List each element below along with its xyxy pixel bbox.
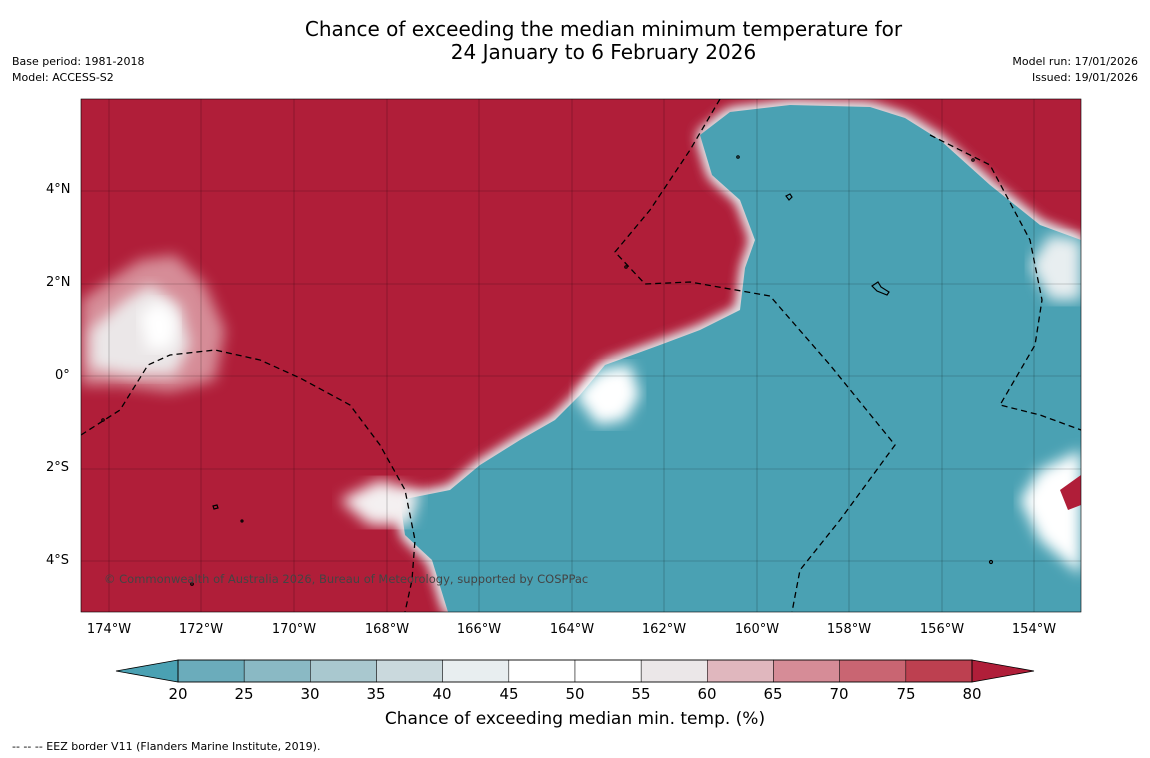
issued-date: Issued: 19/01/2026 [1031, 71, 1138, 84]
lon-label: 174°W [86, 622, 132, 637]
neutral-tongue [340, 480, 420, 525]
lat-label: 2°S [46, 460, 70, 475]
lat-label: 4°N [46, 182, 71, 197]
eez-borders [81, 99, 1081, 612]
colorbar-cell [839, 659, 907, 683]
colorbar-cell [640, 659, 708, 683]
lon-label: 162°W [641, 622, 687, 637]
eez-legend: -- -- -- EEZ border V11 (Flanders Marine… [12, 740, 321, 753]
colorbar-tick: 60 [697, 685, 717, 703]
lon-label: 172°W [178, 622, 224, 637]
colorbar-tick: 75 [896, 685, 916, 703]
base-period: Base period: 1981-2018 [12, 55, 145, 68]
warm-patch [1060, 475, 1081, 510]
colorbar-tick: 55 [631, 685, 651, 703]
colorbar-cell [310, 659, 377, 683]
colorbar-tick: 20 [168, 685, 188, 703]
colorbar-tick: 30 [300, 685, 320, 703]
neutral-patch [1030, 235, 1081, 300]
colorbar-cell [508, 659, 576, 683]
lon-label: 164°W [549, 622, 595, 637]
colorbar-tick: 50 [565, 685, 585, 703]
copyright-notice: © Commonwealth of Australia 2026, Bureau… [104, 572, 589, 586]
colorbar-cell [773, 659, 840, 683]
lat-label: 2°N [46, 275, 71, 290]
colorbar-frame [177, 659, 973, 683]
lat-label: 0° [55, 368, 70, 383]
model-run: Model run: 17/01/2026 [1012, 55, 1138, 68]
neutral-patch [1020, 450, 1081, 575]
colorbar-tick: 70 [829, 685, 849, 703]
colorbar-cell [177, 659, 245, 683]
model-name: Model: ACCESS-S2 [12, 71, 114, 84]
colorbar-extend-high [971, 659, 1035, 683]
colorbar-cell [707, 659, 774, 683]
colorbar-label: Chance of exceeding median min. temp. (%… [384, 709, 766, 729]
lon-label: 166°W [456, 622, 502, 637]
meta-left: Base period: 1981-2018 Model: ACCESS-S2 [12, 54, 144, 86]
colorbar-extend-low [115, 659, 179, 683]
lat-label: 4°S [46, 553, 70, 568]
colorbar [115, 659, 1035, 683]
colorbar-tick: 25 [234, 685, 254, 703]
neutral-blob [140, 300, 178, 350]
lon-label: 160°W [734, 622, 780, 637]
colorbar-tick: 35 [366, 685, 386, 703]
map-frame [80, 98, 1082, 613]
colorbar-tick: 45 [499, 685, 519, 703]
colorbar-cell [243, 659, 311, 683]
lon-label: 154°W [1011, 622, 1057, 637]
islands [101, 155, 994, 586]
neutral-tongue [575, 365, 640, 425]
colorbar-cell [442, 659, 510, 683]
colorbar-cell [574, 659, 642, 683]
map-title: Chance of exceeding the median minimum t… [0, 18, 1150, 64]
meta-right: Model run: 17/01/2026 Issued: 19/01/2026 [1012, 54, 1138, 86]
colorbar-tick: 80 [962, 685, 982, 703]
lon-label: 168°W [364, 622, 410, 637]
lon-label: 170°W [271, 622, 317, 637]
cool-region [400, 105, 1081, 612]
colorbar-tick: 40 [432, 685, 452, 703]
title-line-1: Chance of exceeding the median minimum t… [304, 17, 903, 41]
forecast-map [80, 98, 1082, 613]
colorbar-cell [376, 659, 443, 683]
colorbar-cell [905, 659, 973, 683]
graticule [81, 99, 1081, 612]
lon-label: 156°W [919, 622, 965, 637]
lon-label: 158°W [826, 622, 872, 637]
colorbar-tick: 65 [763, 685, 783, 703]
title-line-2: 24 January to 6 February 2026 [450, 40, 757, 64]
